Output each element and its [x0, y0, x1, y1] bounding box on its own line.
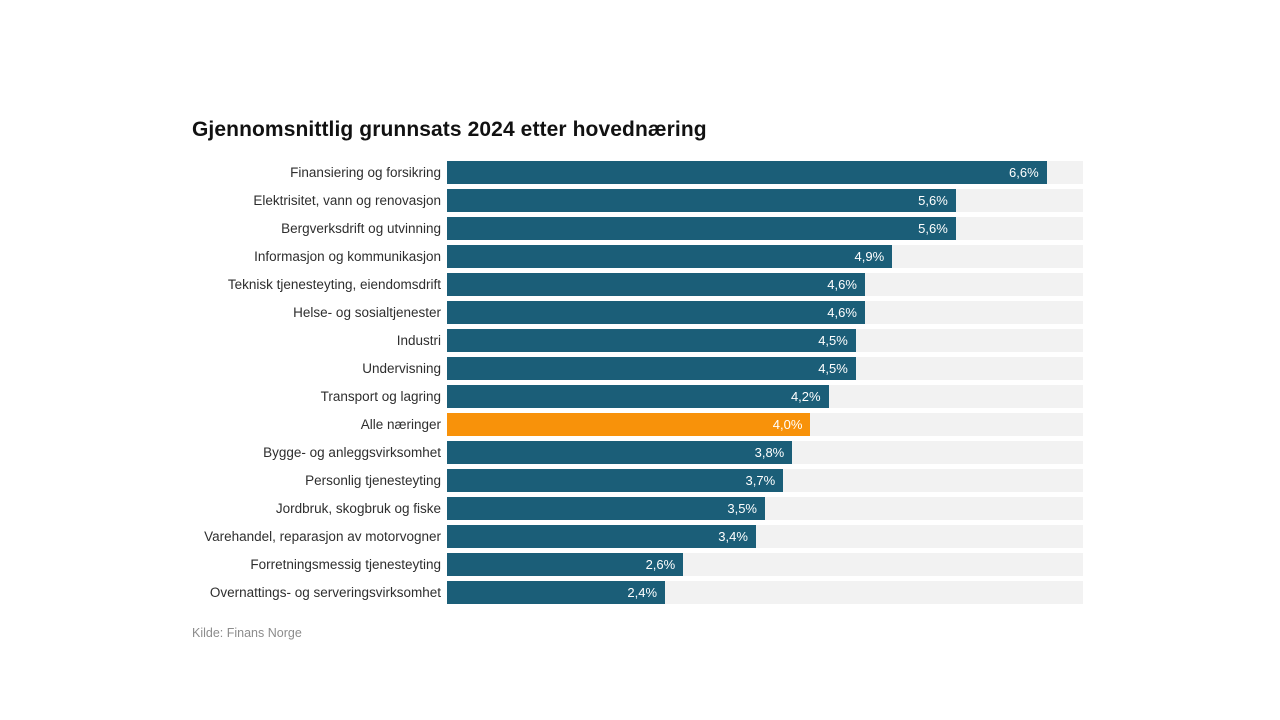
bar-track: 4,9% [447, 245, 1083, 268]
chart-row: Personlig tjenesteyting 3,7% [192, 469, 1083, 492]
value-label: 2,6% [645, 557, 676, 572]
bar-track: 5,6% [447, 217, 1083, 240]
bar-track: 3,8% [447, 441, 1083, 464]
category-label: Elektrisitet, vann og renovasjon [253, 193, 441, 208]
value-label: 3,4% [718, 529, 748, 544]
category-label: Helse- og sosialtjenester [293, 305, 441, 320]
chart-row: Varehandel, reparasjon av motorvogner 3,4… [192, 525, 1083, 548]
chart-row: Industri 4,5% [192, 329, 1083, 352]
chart-row: Alle næringer 4,0% [192, 413, 1083, 436]
value-label: 2,4% [627, 585, 658, 600]
bar: 4,9% [447, 245, 893, 268]
bar-track: 4,0% [447, 413, 1083, 436]
bar: 4,2% [447, 385, 829, 408]
bar: 2,4% [447, 581, 666, 604]
category-label: Bergverksdrift og utvinning [281, 221, 441, 236]
bar-track: 4,2% [447, 385, 1083, 408]
bar: 5,6% [447, 217, 956, 240]
category-label: Informasjon og kommunikasjon [254, 249, 441, 264]
bar-track: 4,5% [447, 329, 1083, 352]
category-label: Industri [396, 333, 441, 348]
bar-track: 6,6% [447, 161, 1083, 184]
bar: 2,6% [447, 553, 684, 576]
chart-row: Elektrisitet, vann og renovasjon 5,6% [192, 189, 1083, 212]
value-label: 4,5% [818, 333, 848, 348]
chart-row: Overnattings- og serveringsvirksomhet 2,4… [192, 581, 1083, 604]
chart-row: Undervisning 4,5% [192, 357, 1083, 380]
value-label: 5,6% [918, 221, 948, 236]
value-label: 3,8% [754, 445, 785, 460]
bar-track: 3,7% [447, 469, 1083, 492]
chart-row: Transport og lagring 4,2% [192, 385, 1083, 408]
category-label: Transport og lagring [320, 389, 441, 404]
value-label: 5,6% [918, 193, 948, 208]
category-label: Bygge- og anleggsvirksomhet [263, 445, 441, 460]
bar: 4,5% [447, 329, 856, 352]
chart-row: Jordbruk, skogbruk og fiske 3,5% [192, 497, 1083, 520]
bar: 6,6% [447, 161, 1047, 184]
value-label: 3,5% [727, 501, 757, 516]
value-label: 4,2% [790, 389, 821, 404]
value-label: 3,7% [745, 473, 776, 488]
value-label: 4,6% [827, 305, 857, 320]
category-label: Varehandel, reparasjon av motorvogner [204, 529, 441, 544]
bar-track: 3,5% [447, 497, 1083, 520]
bar: 3,8% [447, 441, 793, 464]
chart-row: Finansiering og forsikring 6,6% [192, 161, 1083, 184]
category-label: Finansiering og forsikring [290, 165, 441, 180]
bar-highlight: 4,0% [447, 413, 811, 436]
category-label: Teknisk tjenesteyting, eiendomsdrift [227, 277, 441, 292]
value-label: 4,9% [854, 249, 885, 264]
bar-track: 4,6% [447, 273, 1083, 296]
category-label: Forretningsmessig tjenesteyting [250, 557, 441, 572]
chart-row: Bergverksdrift og utvinning 5,6% [192, 217, 1083, 240]
bar: 4,6% [447, 301, 865, 324]
value-label: 6,6% [1009, 165, 1039, 180]
bar: 5,6% [447, 189, 956, 212]
chart-row: Forretningsmessig tjenesteyting 2,6% [192, 553, 1083, 576]
chart-row: Helse- og sosialtjenester 4,6% [192, 301, 1083, 324]
bar-track: 3,4% [447, 525, 1083, 548]
category-label: Personlig tjenesteyting [305, 473, 441, 488]
source-note: Kilde: Finans Norge [192, 626, 302, 640]
bar-track: 4,5% [447, 357, 1083, 380]
chart-row: Informasjon og kommunikasjon 4,9% [192, 245, 1083, 268]
category-label: Alle næringer [360, 417, 441, 432]
bar-chart: Finansiering og forsikring 6,6% Elektrisit… [192, 161, 1083, 604]
category-label: Undervisning [362, 361, 441, 376]
bar: 3,4% [447, 525, 756, 548]
chart-container: Gjennomsnittlig grunnsats 2024 etter hov… [192, 116, 1083, 640]
chart-title: Gjennomsnittlig grunnsats 2024 etter hov… [192, 118, 707, 141]
category-label: Jordbruk, skogbruk og fiske [275, 501, 441, 516]
value-label: 4,6% [827, 277, 857, 292]
bar: 4,6% [447, 273, 865, 296]
value-label: 4,0% [772, 417, 803, 432]
chart-row: Teknisk tjenesteyting, eiendomsdrift 4,6% [192, 273, 1083, 296]
bar: 3,7% [447, 469, 784, 492]
bar: 3,5% [447, 497, 765, 520]
value-label: 4,5% [818, 361, 848, 376]
bar-track: 2,6% [447, 553, 1083, 576]
bar-track: 5,6% [447, 189, 1083, 212]
category-label: Overnattings- og serveringsvirksomhet [209, 585, 441, 600]
bar: 4,5% [447, 357, 856, 380]
bar-track: 2,4% [447, 581, 1083, 604]
bar-track: 4,6% [447, 301, 1083, 324]
chart-row: Bygge- og anleggsvirksomhet 3,8% [192, 441, 1083, 464]
